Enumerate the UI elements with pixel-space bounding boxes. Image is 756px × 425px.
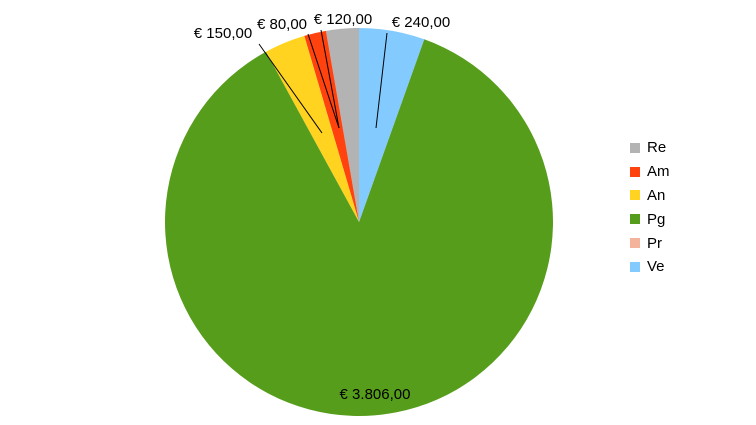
data-label-an: € 150,00 bbox=[194, 25, 252, 42]
legend-label: An bbox=[647, 186, 666, 204]
legend-swatch bbox=[630, 238, 640, 249]
legend-label: Pr bbox=[647, 234, 662, 252]
legend-item-pg: Pg bbox=[630, 207, 670, 231]
pie-slice-an bbox=[265, 35, 359, 222]
legend-item-re: Re bbox=[630, 136, 670, 160]
legend-label: Am bbox=[647, 163, 670, 181]
pie-slice-pg bbox=[165, 39, 553, 417]
legend-label: Ve bbox=[647, 258, 665, 276]
legend-item-an: An bbox=[630, 184, 670, 208]
legend-item-ve: Ve bbox=[630, 255, 670, 279]
legend-swatch bbox=[630, 142, 640, 153]
leader-line-ve bbox=[375, 32, 388, 129]
legend-swatch bbox=[630, 190, 640, 201]
data-label-re: € 120,00 bbox=[314, 11, 372, 28]
legend-swatch bbox=[630, 261, 640, 272]
legend-swatch bbox=[630, 214, 640, 225]
pie-slice-am bbox=[304, 30, 359, 223]
leader-line-re bbox=[320, 29, 340, 129]
data-label-ve: € 240,00 bbox=[392, 14, 450, 31]
pie-slice-re bbox=[325, 28, 359, 222]
leader-line-am bbox=[307, 33, 340, 129]
pie-slice-ve bbox=[359, 28, 425, 222]
legend: Re Am An Pg Pr Ve bbox=[630, 136, 670, 279]
legend-item-pr: Pr bbox=[630, 231, 670, 255]
legend-item-am: Am bbox=[630, 160, 670, 184]
legend-label: Re bbox=[647, 139, 667, 157]
legend-label: Pg bbox=[647, 210, 666, 228]
leader-line-an bbox=[258, 43, 323, 134]
data-label-am: € 80,00 bbox=[257, 16, 307, 33]
data-label-pg: € 3.806,00 bbox=[340, 386, 411, 403]
legend-swatch bbox=[630, 166, 640, 177]
